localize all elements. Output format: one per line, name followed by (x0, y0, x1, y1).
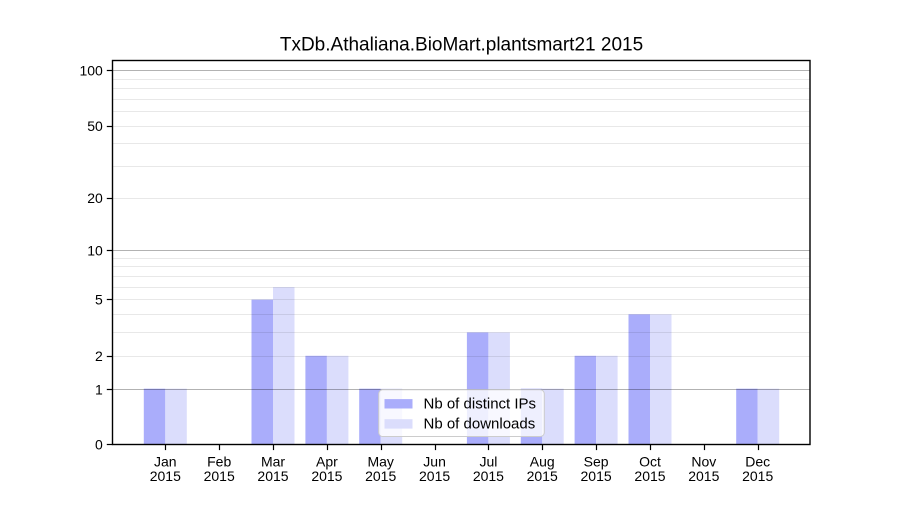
svg-text:1: 1 (95, 381, 103, 397)
svg-text:10: 10 (87, 243, 103, 259)
svg-text:TxDb.Athaliana.BioMart.plantsm: TxDb.Athaliana.BioMart.plantsmart21 2015 (280, 34, 643, 55)
svg-text:Feb: Feb (207, 453, 231, 469)
svg-text:2015: 2015 (311, 468, 342, 484)
svg-text:Nov: Nov (691, 453, 716, 469)
svg-text:2015: 2015 (634, 468, 665, 484)
svg-text:May: May (367, 453, 393, 469)
svg-text:2015: 2015 (150, 468, 181, 484)
svg-text:Mar: Mar (261, 453, 285, 469)
svg-text:2: 2 (95, 348, 103, 364)
svg-text:2015: 2015 (527, 468, 558, 484)
svg-text:2015: 2015 (581, 468, 612, 484)
svg-text:Oct: Oct (639, 453, 661, 469)
svg-text:Aug: Aug (530, 453, 555, 469)
svg-text:Dec: Dec (745, 453, 770, 469)
svg-text:Nb of downloads: Nb of downloads (424, 416, 536, 433)
svg-text:50: 50 (87, 118, 103, 134)
svg-text:2015: 2015 (419, 468, 450, 484)
svg-text:Jun: Jun (423, 453, 446, 469)
svg-text:Jan: Jan (154, 453, 177, 469)
svg-text:Jul: Jul (479, 453, 497, 469)
svg-text:Apr: Apr (316, 453, 338, 469)
svg-text:2015: 2015 (688, 468, 719, 484)
svg-text:2015: 2015 (473, 468, 504, 484)
svg-text:Nb of distinct IPs: Nb of distinct IPs (424, 395, 537, 412)
svg-text:20: 20 (87, 190, 103, 206)
svg-text:2015: 2015 (365, 468, 396, 484)
svg-text:100: 100 (79, 63, 103, 79)
svg-text:2015: 2015 (742, 468, 773, 484)
svg-text:5: 5 (95, 292, 103, 308)
svg-text:0: 0 (95, 436, 103, 452)
svg-text:2015: 2015 (257, 468, 288, 484)
svg-text:2015: 2015 (204, 468, 235, 484)
svg-text:Sep: Sep (584, 453, 609, 469)
